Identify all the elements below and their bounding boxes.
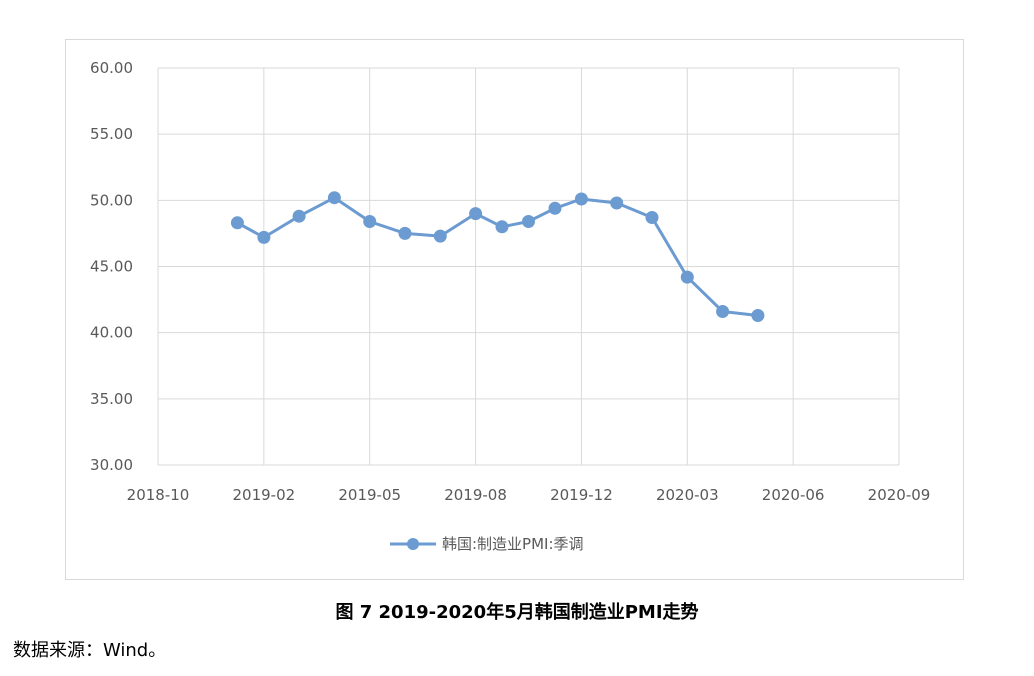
data-point xyxy=(574,192,588,206)
data-point xyxy=(610,196,624,210)
data-point xyxy=(548,201,562,215)
chart-frame xyxy=(65,39,964,580)
data-point xyxy=(716,305,730,318)
y-axis-tick-labels: 30.00 35.00 40.00 45.00 50.00 55.00 60.00 xyxy=(90,59,133,474)
series-points xyxy=(230,191,765,322)
x-tick-label: 2020-09 xyxy=(868,486,931,504)
y-tick-label: 30.00 xyxy=(90,456,133,474)
data-point xyxy=(522,215,535,228)
x-tick-label: 2020-06 xyxy=(762,486,825,504)
data-point xyxy=(363,215,377,228)
data-point xyxy=(398,226,412,240)
legend-marker-swatch xyxy=(407,538,419,550)
figure-caption: 图 7 2019-2020年5月韩国制造业PMI走势 xyxy=(335,602,699,623)
x-tick-label: 2019-05 xyxy=(338,486,401,504)
data-point xyxy=(327,191,341,205)
data-point xyxy=(230,216,244,230)
y-tick-label: 45.00 xyxy=(90,258,133,276)
series-line-layer xyxy=(235,196,760,317)
data-point xyxy=(751,309,765,322)
y-tick-label: 55.00 xyxy=(90,125,133,143)
y-tick-label: 35.00 xyxy=(90,390,133,408)
x-tick-label: 2019-12 xyxy=(550,486,613,504)
data-point xyxy=(257,230,271,244)
data-point xyxy=(645,211,659,224)
y-tick-label: 50.00 xyxy=(90,191,133,209)
data-point xyxy=(469,207,483,221)
legend: 韩国:制造业PMI:季调 xyxy=(390,535,584,553)
x-tick-label: 2018-10 xyxy=(127,486,190,504)
x-tick-label: 2020-03 xyxy=(656,486,719,504)
data-point xyxy=(433,229,447,243)
data-point xyxy=(495,220,509,234)
source-note: 数据来源：Wind。 xyxy=(13,640,167,661)
x-tick-label: 2019-08 xyxy=(444,486,507,504)
data-point xyxy=(292,209,306,223)
legend-series-name: 韩国:制造业PMI:季调 xyxy=(442,535,584,553)
series-line xyxy=(235,196,760,317)
y-tick-label: 60.00 xyxy=(90,59,133,77)
y-tick-label: 40.00 xyxy=(90,324,133,342)
x-axis-tick-labels: 2018-10 2019-02 2019-05 2019-08 2019-12 2020-… xyxy=(127,486,931,504)
x-tick-label: 2019-02 xyxy=(233,486,296,504)
gridlines xyxy=(157,67,900,466)
data-point xyxy=(680,270,694,284)
